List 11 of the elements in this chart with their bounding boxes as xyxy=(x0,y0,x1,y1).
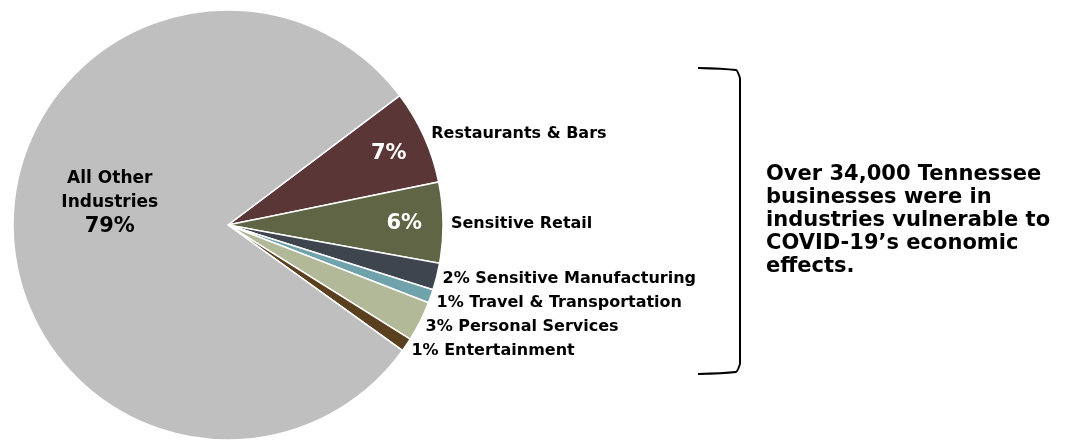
slice-label: 2% Sensitive Manufacturing xyxy=(442,268,697,288)
data-label: 7% xyxy=(370,139,407,164)
slice-label: All Other Industries xyxy=(61,167,159,212)
data-label: 79% xyxy=(84,213,135,238)
slice-label: 1% Entertainment xyxy=(411,340,576,360)
slice-label: Sensitive Retail xyxy=(450,212,593,232)
text: Over 34,000 Tennessee businesses were in industries vulnerable to COVID-19’s economic effects. xyxy=(766,161,1051,277)
slice-label: Restaurants & Bars xyxy=(431,123,607,143)
data-label: 6% xyxy=(386,210,423,235)
slice-label: 3% Personal Services xyxy=(425,316,619,336)
slice-label: 1% Travel & Transportation xyxy=(436,292,682,312)
